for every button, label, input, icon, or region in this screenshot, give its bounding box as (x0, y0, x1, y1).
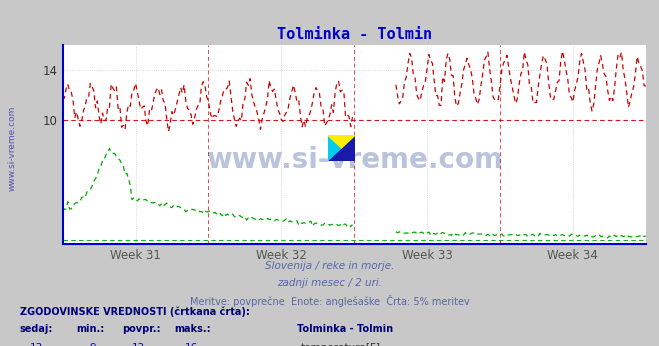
Text: Tolminka - Tolmin: Tolminka - Tolmin (297, 324, 393, 334)
Text: 13: 13 (30, 343, 43, 346)
Text: sedaj:: sedaj: (20, 324, 53, 334)
Text: 9: 9 (89, 343, 96, 346)
Text: temperatura[F]: temperatura[F] (301, 343, 381, 346)
Text: zadnji mesec / 2 uri.: zadnji mesec / 2 uri. (277, 278, 382, 288)
Text: min.:: min.: (76, 324, 104, 334)
Text: maks.:: maks.: (175, 324, 212, 334)
Text: Slovenija / reke in morje.: Slovenija / reke in morje. (265, 261, 394, 271)
Text: 12: 12 (132, 343, 145, 346)
Text: ZGODOVINSKE VREDNOSTI (črtkana črta):: ZGODOVINSKE VREDNOSTI (črtkana črta): (20, 306, 250, 317)
Text: povpr.:: povpr.: (122, 324, 160, 334)
Text: 16: 16 (185, 343, 198, 346)
Title: Tolminka - Tolmin: Tolminka - Tolmin (277, 27, 432, 43)
Polygon shape (328, 135, 355, 148)
Text: www.si-vreme.com: www.si-vreme.com (206, 146, 503, 174)
Text: www.si-vreme.com: www.si-vreme.com (8, 106, 17, 191)
Polygon shape (328, 135, 355, 161)
Text: Meritve: povprečne  Enote: anglešaške  Črta: 5% meritev: Meritve: povprečne Enote: anglešaške Črt… (190, 295, 469, 307)
